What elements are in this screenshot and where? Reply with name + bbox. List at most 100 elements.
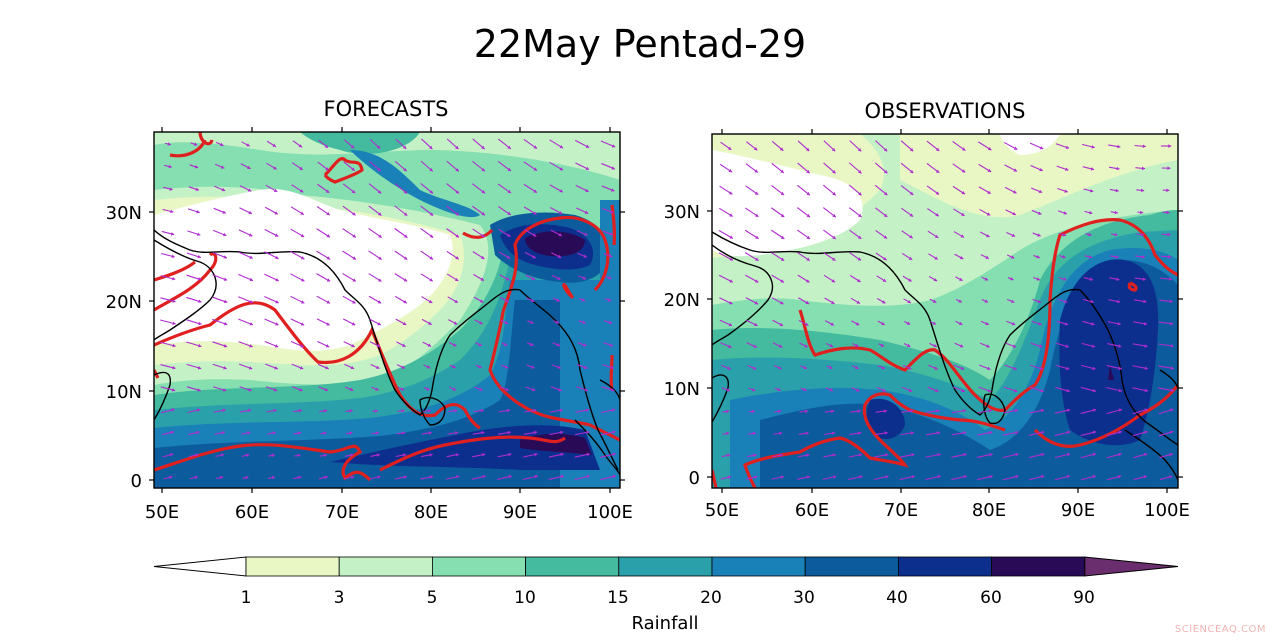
wind-vector-head xyxy=(403,300,407,304)
wind-vector-head xyxy=(248,388,252,392)
wind-vector-head xyxy=(428,431,432,435)
wind-vector-head xyxy=(172,299,176,303)
wind-vector-head xyxy=(197,254,201,259)
wind-vector-head xyxy=(989,474,993,479)
wind-vector-head xyxy=(558,232,562,237)
colorbar-tick-label: 30 xyxy=(793,588,815,608)
wind-vector-head xyxy=(937,453,941,457)
wind-vector-head xyxy=(1169,299,1173,304)
tick-label: 20N xyxy=(106,292,142,313)
wind-vector-head xyxy=(1037,299,1041,304)
wind-vector-head xyxy=(197,277,202,281)
wind-vector-head xyxy=(426,365,431,369)
wind-vector-head xyxy=(880,343,885,347)
wind-vector-head xyxy=(452,364,456,369)
wind-vector-head xyxy=(1118,430,1122,435)
wind-vector-head xyxy=(963,453,967,457)
forecast-map xyxy=(154,132,620,488)
wind-vector-head xyxy=(1092,408,1097,413)
wind-vector-head xyxy=(300,256,305,260)
wind-vector-head xyxy=(375,387,379,391)
wind-vector-head xyxy=(377,300,382,304)
wind-vector-head xyxy=(377,322,381,326)
wind-vector-head xyxy=(583,343,587,347)
wind-vector-head xyxy=(455,190,460,194)
wind-vector-head xyxy=(829,343,834,348)
wind-vector-head xyxy=(452,387,457,391)
wind-vector-head xyxy=(560,452,564,457)
wind-vector-head xyxy=(909,147,914,152)
observation-map-frame xyxy=(711,133,1179,489)
wind-vector-head xyxy=(478,364,482,369)
wind-vector-head xyxy=(374,409,379,413)
wind-vector-head xyxy=(1118,366,1122,371)
wind-vector-head xyxy=(172,365,176,370)
wind-vector-head xyxy=(934,366,938,370)
wind-vector-head xyxy=(507,189,511,194)
wind-vector-head xyxy=(1067,430,1071,435)
wind-vector-head xyxy=(298,144,303,148)
wind-vector-head xyxy=(1117,475,1122,479)
wind-vector-head xyxy=(1013,366,1017,371)
wind-vector-head xyxy=(987,366,991,371)
wind-vector-head xyxy=(196,210,200,214)
wind-vector-head xyxy=(504,365,509,369)
wind-vector-head xyxy=(429,168,433,172)
wind-vector-head xyxy=(1118,344,1122,348)
wind-vector-head xyxy=(805,300,810,305)
wind-vector-head xyxy=(883,235,888,239)
wind-vector-head xyxy=(271,475,276,480)
wind-vector-head xyxy=(832,213,836,218)
wind-vector-head xyxy=(987,190,991,194)
wind-vector-head xyxy=(1041,430,1045,435)
wind-vector-head xyxy=(1169,475,1173,479)
wind-vector-head xyxy=(959,256,964,260)
wind-vector-head xyxy=(1015,430,1019,435)
wind-vector-head xyxy=(754,301,759,305)
wind-vector-head xyxy=(170,430,175,435)
wind-vector-head xyxy=(504,320,509,325)
wind-vector-head xyxy=(352,300,356,304)
wind-vector-head xyxy=(780,169,784,173)
wind-vector-head xyxy=(857,257,862,261)
wind-vector-head xyxy=(1144,388,1149,393)
wind-vector-head xyxy=(273,408,277,413)
wind-vector-head xyxy=(989,452,993,457)
wind-vector-head xyxy=(223,299,228,304)
wind-vector-head xyxy=(480,277,484,281)
wind-vector-head xyxy=(455,256,459,260)
colorbar-tick-label: 1 xyxy=(241,588,252,608)
wind-vector-head xyxy=(753,344,757,348)
wind-vector-head xyxy=(988,408,993,413)
wind-vector-head xyxy=(219,475,224,480)
wind-vector-head xyxy=(429,234,434,238)
wind-vector-head xyxy=(557,254,562,258)
wind-vector-head xyxy=(198,321,202,326)
wind-vector-head xyxy=(556,298,560,302)
wind-vector-head xyxy=(377,167,381,172)
observation-map xyxy=(712,134,1178,488)
wind-vector-head xyxy=(1066,408,1071,413)
wind-vector-head xyxy=(934,256,938,260)
wind-vector-head xyxy=(533,189,537,193)
wind-vector-head xyxy=(1065,344,1069,348)
wind-vector-head xyxy=(1114,210,1118,215)
wind-vector-head xyxy=(247,188,252,192)
wind-vector-head xyxy=(326,322,330,326)
wind-vector-head xyxy=(1015,452,1019,457)
wind-vector-head xyxy=(326,300,331,304)
wind-vector-head xyxy=(726,409,730,414)
wind-vector-head xyxy=(858,170,862,174)
wind-vector-head xyxy=(350,144,355,149)
wind-vector-head xyxy=(935,147,940,151)
wind-vector-head xyxy=(349,409,353,413)
wind-vector-head xyxy=(170,232,175,236)
wind-vector-head xyxy=(1143,299,1147,304)
wind-vector-head xyxy=(987,388,992,393)
wind-vector-head xyxy=(351,167,355,171)
wind-vector-head xyxy=(804,322,809,326)
wind-vector-head xyxy=(727,366,731,370)
wind-vector-head xyxy=(220,142,224,147)
wind-vector-head xyxy=(883,256,887,261)
wind-vector-head xyxy=(584,210,589,214)
